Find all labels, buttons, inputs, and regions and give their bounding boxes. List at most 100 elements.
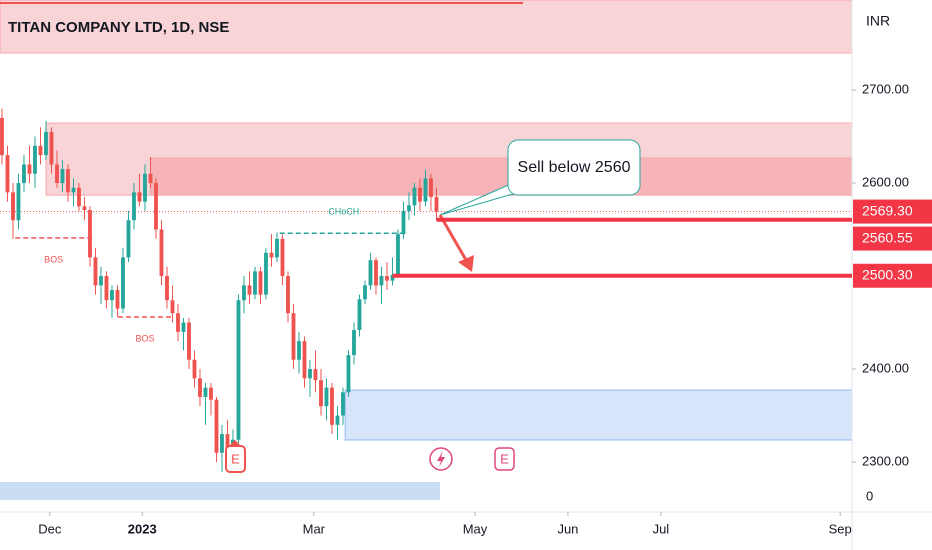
candle-body — [335, 415, 340, 425]
zone — [344, 389, 853, 441]
candle-body — [357, 299, 362, 330]
y-tick-label: 2700.00 — [862, 81, 909, 96]
candle-body — [374, 260, 378, 286]
candle-body — [170, 300, 175, 314]
y-tick-label: 2600.00 — [862, 174, 909, 189]
marker-icon — [437, 451, 445, 467]
x-tick-label: Jun — [557, 521, 578, 536]
callout-box — [507, 139, 641, 196]
candle-body — [346, 355, 351, 393]
candle-body — [22, 164, 26, 184]
candle-body — [60, 169, 65, 184]
dividend-marker — [429, 447, 453, 471]
candle-body — [319, 380, 323, 407]
x-tick-label: 2023 — [128, 521, 157, 536]
candle-body — [258, 271, 263, 295]
candle-body — [115, 289, 120, 309]
candle-body — [352, 329, 356, 356]
structure-label: BOS — [135, 333, 154, 343]
candle-body — [148, 173, 153, 184]
candle-body — [165, 276, 169, 301]
callout-text: Sell below 2560 — [518, 159, 631, 176]
candle-body — [302, 341, 307, 379]
candle-body — [198, 378, 202, 397]
candle-body — [192, 359, 197, 379]
candle-body — [71, 187, 76, 193]
marker-box — [225, 445, 246, 473]
volume-strip — [0, 482, 440, 500]
candle-body — [181, 322, 186, 332]
candle-body — [93, 257, 98, 286]
x-tick-label: Dec — [38, 521, 62, 536]
candle-body — [286, 276, 290, 314]
callout: Sell below 2560 — [439, 139, 641, 216]
candle-body — [110, 289, 114, 301]
candle-body — [132, 192, 136, 221]
y-tick-label: 2400.00 — [862, 360, 909, 375]
candle-body — [99, 276, 103, 286]
price-label-box — [853, 263, 932, 288]
candle-body — [313, 369, 318, 381]
candle-body — [154, 183, 158, 230]
candle-body — [5, 155, 10, 193]
candle-body — [214, 399, 219, 453]
candle-body — [77, 187, 81, 207]
candle-body — [176, 313, 180, 332]
candle-body — [396, 234, 400, 276]
candle-body — [379, 276, 384, 286]
plot-area: BOS BOS CHoCH — [0, 0, 853, 473]
marker-text: E — [500, 451, 509, 466]
candle-body — [368, 260, 373, 286]
candle-body — [88, 209, 92, 258]
x-tick-label: May — [463, 521, 488, 536]
y-tick-label: 2300.00 — [862, 453, 909, 468]
candle-body — [390, 275, 395, 281]
candle-body — [385, 276, 389, 281]
price-label-box — [853, 199, 932, 224]
marker-text: E — [231, 451, 240, 466]
candle-body — [143, 173, 147, 202]
candle-body — [291, 313, 296, 360]
volume-axis-label: 0 — [866, 488, 873, 503]
candle-body — [401, 210, 406, 235]
chart-title: TITAN COMPANY LTD, 1D, NSE — [8, 19, 229, 36]
candle-body — [220, 434, 224, 453]
price-label: 2569.30 — [862, 202, 913, 218]
candle-body — [11, 192, 15, 221]
candle-body — [341, 392, 345, 416]
candle-body — [49, 131, 54, 165]
x-tick-label: Mar — [303, 521, 326, 536]
candle-body — [280, 238, 285, 277]
candle-body — [66, 169, 70, 193]
candle-body — [104, 276, 109, 301]
candle-body — [269, 252, 274, 258]
arrow — [438, 214, 474, 272]
marker-box — [494, 447, 515, 471]
candle-body — [203, 387, 208, 397]
candle-body — [0, 117, 4, 156]
candle-body — [159, 229, 164, 277]
currency: INR — [866, 13, 890, 29]
candle-body — [187, 322, 191, 360]
price-label-box — [853, 226, 932, 251]
earnings-marker: E — [225, 440, 246, 473]
candle-body — [418, 187, 422, 202]
candle-body — [330, 387, 334, 425]
candle-body — [38, 145, 43, 156]
x-tick-label: Jul — [653, 521, 670, 536]
candle-body — [55, 164, 59, 184]
structure-label: BOS — [44, 254, 63, 264]
candle-body — [308, 369, 312, 379]
candle-body — [429, 178, 433, 197]
candle-body — [33, 145, 37, 174]
arrow-head — [458, 255, 474, 272]
candle-body — [236, 300, 241, 440]
marker-pointer — [229, 440, 241, 446]
candle-body — [363, 285, 367, 300]
candle-body — [137, 192, 142, 202]
candle-body — [121, 257, 125, 309]
candle-body — [264, 252, 268, 295]
candle-body — [434, 196, 439, 212]
candle-body — [423, 178, 428, 202]
